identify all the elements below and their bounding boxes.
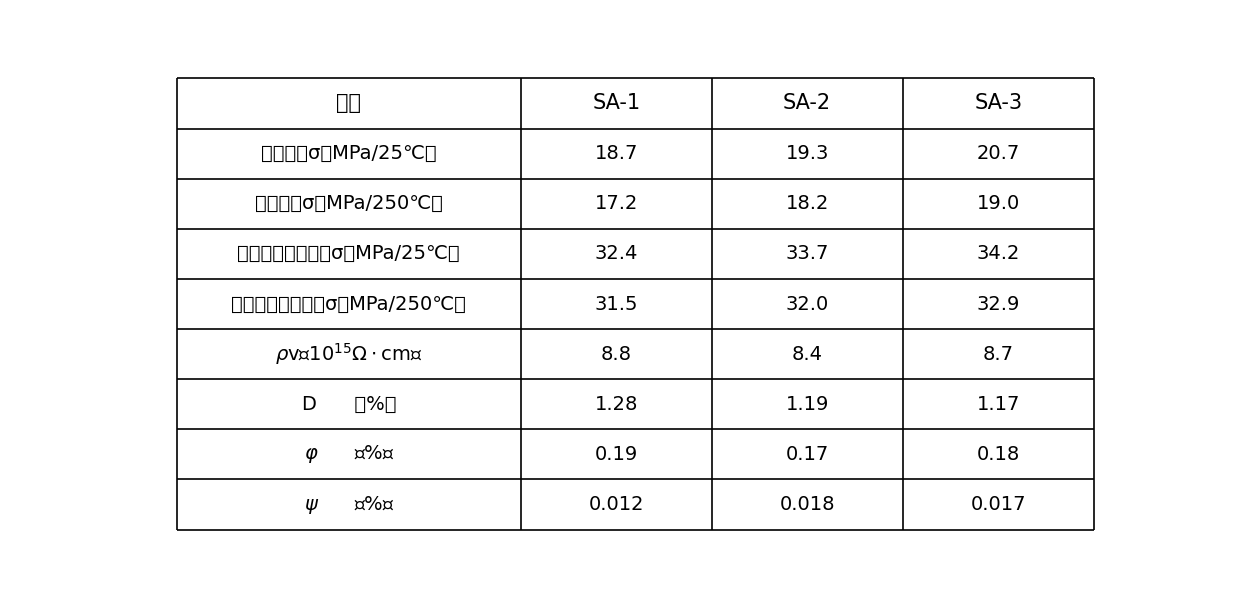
Text: 8.8: 8.8 xyxy=(600,345,631,364)
Text: SA-2: SA-2 xyxy=(782,93,831,113)
Text: SA-1: SA-1 xyxy=(593,93,640,113)
Text: 19.0: 19.0 xyxy=(977,194,1021,213)
Text: 0.19: 0.19 xyxy=(595,445,637,464)
Text: 玻璃布与不锈钢，σ（MPa/25℃）: 玻璃布与不锈钢，σ（MPa/25℃） xyxy=(237,244,460,263)
Text: 0.012: 0.012 xyxy=(589,495,644,514)
Text: 0.018: 0.018 xyxy=(780,495,835,514)
Text: 32.0: 32.0 xyxy=(785,294,828,314)
Text: $\rho$v（10$^{15}$$\Omega\cdot$cm）: $\rho$v（10$^{15}$$\Omega\cdot$cm） xyxy=(275,341,423,367)
Text: 34.2: 34.2 xyxy=(977,244,1021,263)
Text: 1.28: 1.28 xyxy=(594,395,637,414)
Text: $\psi$      （%）: $\psi$ （%） xyxy=(304,494,394,515)
Text: 17.2: 17.2 xyxy=(594,194,637,213)
Text: 18.7: 18.7 xyxy=(594,144,637,163)
Text: 0.18: 0.18 xyxy=(977,445,1021,464)
Text: 8.4: 8.4 xyxy=(791,345,822,364)
Text: SA-3: SA-3 xyxy=(975,93,1023,113)
Text: 32.9: 32.9 xyxy=(977,294,1021,314)
Text: 1.17: 1.17 xyxy=(977,395,1021,414)
Text: 33.7: 33.7 xyxy=(785,244,828,263)
Text: 1.19: 1.19 xyxy=(785,395,828,414)
Text: 玻璃布与不锈钢，σ（MPa/250℃）: 玻璃布与不锈钢，σ（MPa/250℃） xyxy=(232,294,466,314)
Text: D      （%）: D （%） xyxy=(301,395,396,414)
Text: 0.17: 0.17 xyxy=(785,445,828,464)
Text: 8.7: 8.7 xyxy=(983,345,1014,364)
Text: 31.5: 31.5 xyxy=(594,294,639,314)
Text: 不锈钢，σ（MPa/25℃）: 不锈钢，σ（MPa/25℃） xyxy=(260,144,436,163)
Text: 不锈钢，σ（MPa/250℃）: 不锈钢，σ（MPa/250℃） xyxy=(254,194,443,213)
Text: 19.3: 19.3 xyxy=(785,144,828,163)
Text: 20.7: 20.7 xyxy=(977,144,1021,163)
Text: 样品: 样品 xyxy=(336,93,361,113)
Text: $\varphi$      （%）: $\varphi$ （%） xyxy=(304,444,394,465)
Text: 32.4: 32.4 xyxy=(594,244,637,263)
Text: 0.017: 0.017 xyxy=(971,495,1027,514)
Text: 18.2: 18.2 xyxy=(785,194,828,213)
